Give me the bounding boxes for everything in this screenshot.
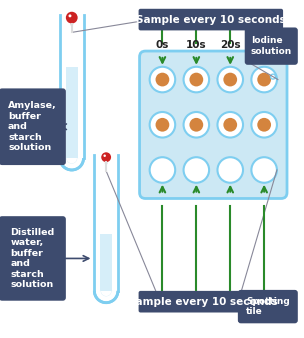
FancyBboxPatch shape [139,291,266,313]
Bar [100,234,112,291]
Text: Sample every 10 seconds: Sample every 10 seconds [128,297,277,307]
Circle shape [251,157,277,183]
Circle shape [66,12,78,24]
FancyBboxPatch shape [245,27,298,65]
Text: Amylase,
buffer
and
starch
solution: Amylase, buffer and starch solution [8,101,57,152]
Circle shape [101,152,111,162]
Circle shape [150,67,175,92]
Circle shape [217,67,243,92]
Circle shape [70,23,73,26]
Bar [60,15,84,158]
Circle shape [257,73,271,87]
Circle shape [271,74,275,79]
Circle shape [103,154,106,157]
Circle shape [223,118,237,131]
Circle shape [189,118,203,131]
Bar [66,67,78,158]
Circle shape [257,118,271,131]
FancyBboxPatch shape [0,89,66,165]
Bar [94,155,118,291]
Circle shape [189,73,203,87]
Circle shape [68,15,71,17]
Text: 30s: 30s [254,40,275,50]
FancyBboxPatch shape [0,216,66,301]
Circle shape [217,112,243,138]
Circle shape [150,112,175,138]
Circle shape [223,73,237,87]
Text: Spotting
tile: Spotting tile [246,297,290,316]
Circle shape [217,157,243,183]
Circle shape [156,73,169,87]
Circle shape [184,157,209,183]
Circle shape [150,157,175,183]
Circle shape [184,67,209,92]
Circle shape [184,112,209,138]
FancyBboxPatch shape [238,290,298,323]
Circle shape [156,118,169,131]
Text: Sample every 10 seconds: Sample every 10 seconds [136,15,286,25]
Text: Iodine
solution: Iodine solution [251,37,292,56]
FancyBboxPatch shape [139,9,283,30]
FancyBboxPatch shape [140,51,287,198]
Circle shape [251,112,277,138]
Text: 20s: 20s [220,40,240,50]
Circle shape [105,162,108,165]
Text: Distilled
water,
buffer
and
starch
solution: Distilled water, buffer and starch solut… [10,228,54,289]
Text: 10s: 10s [186,40,207,50]
Text: 0s: 0s [156,40,169,50]
Circle shape [251,67,277,92]
